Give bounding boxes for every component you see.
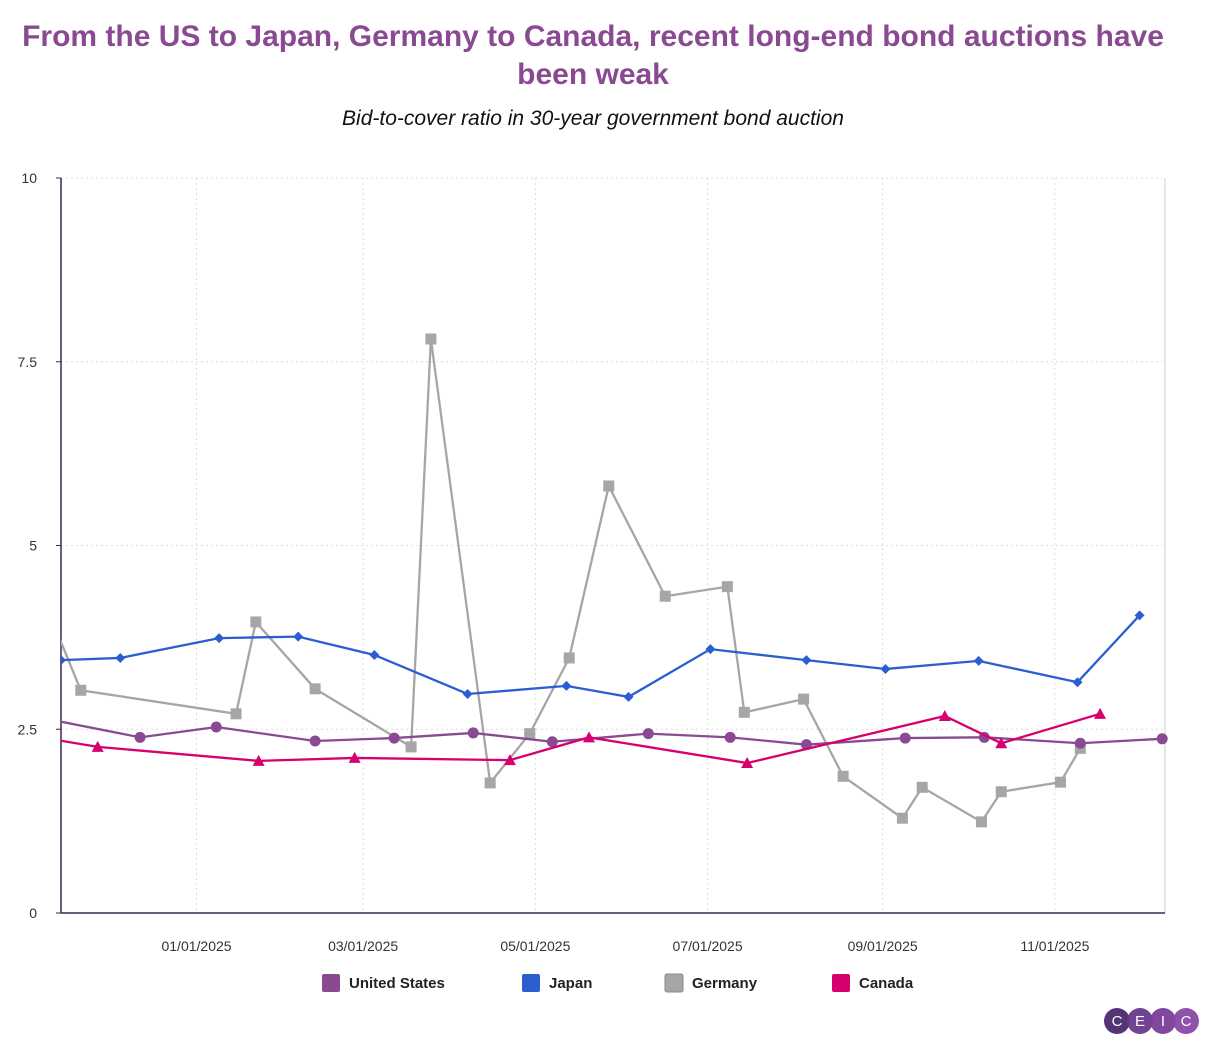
data-point-germany [659, 590, 671, 602]
data-point-canada [938, 710, 951, 722]
logo-letter: I [1150, 1008, 1176, 1034]
logo-letter: C [1104, 1008, 1130, 1034]
series-canada [61, 707, 1107, 769]
data-point-germany [975, 816, 987, 828]
legend-label: Germany [692, 975, 758, 992]
data-point-united-states [210, 721, 222, 733]
data-point-germany [798, 693, 810, 705]
chart-title: From the US to Japan, Germany to Canada,… [22, 20, 1164, 91]
x-tick-label: 11/01/2025 [1020, 938, 1089, 954]
data-point-japan [623, 691, 634, 702]
x-tick-label: 05/01/2025 [500, 938, 570, 954]
data-point-canada [1094, 707, 1107, 719]
data-point-germany [916, 781, 928, 793]
data-point-germany [896, 812, 908, 824]
data-point-united-states [642, 728, 654, 740]
x-tick-label: 03/01/2025 [328, 938, 398, 954]
x-tick-label: 01/01/2025 [161, 938, 231, 954]
legend-item-germany: Germany [664, 973, 758, 993]
legend-item-united-states: United States [322, 974, 445, 992]
data-point-united-states [388, 732, 400, 744]
series-line-japan [61, 614, 1141, 699]
data-point-germany [721, 581, 733, 593]
data-point-united-states [1074, 737, 1086, 749]
data-point-canada [995, 737, 1008, 749]
data-point-germany [1055, 776, 1067, 788]
data-point-germany [250, 616, 262, 628]
data-point-germany [563, 652, 575, 664]
y-tick-label: 5 [29, 538, 37, 554]
data-point-germany [405, 741, 417, 753]
data-point-japan [61, 655, 66, 666]
data-point-germany [75, 684, 87, 696]
data-point-germany [425, 333, 437, 345]
series-germany [61, 333, 1086, 828]
data-point-japan [214, 633, 225, 644]
x-tick-label: 07/01/2025 [673, 938, 743, 954]
legend-label: Japan [549, 975, 592, 992]
data-point-germany [837, 770, 849, 782]
data-point-united-states [899, 732, 911, 744]
legend-swatch [832, 974, 850, 992]
data-point-japan [115, 652, 126, 663]
data-point-japan [1134, 610, 1145, 621]
legend-swatch [664, 973, 684, 993]
data-point-japan [880, 663, 891, 674]
data-point-germany [738, 706, 750, 718]
series-japan [61, 610, 1145, 702]
legend-item-japan: Japan [522, 974, 592, 992]
data-point-japan [801, 655, 812, 666]
data-point-canada [348, 751, 361, 763]
data-point-canada [91, 740, 104, 752]
data-point-canada [503, 754, 516, 766]
legend-label: Canada [859, 975, 914, 992]
data-point-japan [561, 680, 572, 691]
data-point-germany [524, 728, 536, 740]
legend-swatch [522, 974, 540, 992]
series-line-united-states [61, 720, 1163, 746]
y-tick-label: 7.5 [18, 354, 38, 370]
data-point-japan [705, 644, 716, 655]
data-point-japan [1072, 677, 1083, 688]
series-line-canada [61, 712, 1101, 765]
legend-swatch [322, 974, 340, 992]
data-point-germany [309, 683, 321, 695]
y-tick-label: 10 [21, 170, 37, 186]
data-point-germany [484, 777, 496, 789]
data-point-united-states [724, 731, 736, 743]
data-point-united-states [546, 736, 558, 748]
data-point-japan [462, 688, 473, 699]
data-point-canada [252, 754, 265, 766]
data-point-germany [995, 786, 1007, 798]
data-point-germany [230, 708, 242, 720]
data-point-germany [603, 480, 615, 492]
data-point-japan [293, 631, 304, 642]
y-tick-label: 2.5 [18, 721, 38, 737]
chart-subtitle: Bid-to-cover ratio in 30-year government… [342, 107, 844, 130]
data-point-united-states [467, 727, 479, 739]
legend-item-canada: Canada [832, 974, 914, 992]
data-point-japan [973, 655, 984, 666]
legend-label: United States [349, 975, 445, 992]
data-point-japan [369, 650, 380, 661]
x-tick-label: 09/01/2025 [848, 938, 918, 954]
data-point-united-states [134, 731, 146, 743]
data-point-united-states [1156, 733, 1168, 745]
logo-letter: E [1127, 1008, 1153, 1034]
series-line-germany [61, 338, 1082, 824]
logo-letter: C [1173, 1008, 1199, 1034]
data-point-united-states [309, 735, 321, 747]
data-point-canada [583, 731, 595, 743]
data-point-canada [741, 757, 754, 769]
y-tick-label: 0 [29, 905, 37, 921]
